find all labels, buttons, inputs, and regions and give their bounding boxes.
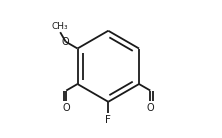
Text: O: O — [62, 103, 70, 113]
Text: O: O — [147, 103, 154, 113]
Text: F: F — [105, 115, 111, 125]
Text: CH₃: CH₃ — [52, 22, 69, 31]
Text: O: O — [62, 37, 69, 47]
